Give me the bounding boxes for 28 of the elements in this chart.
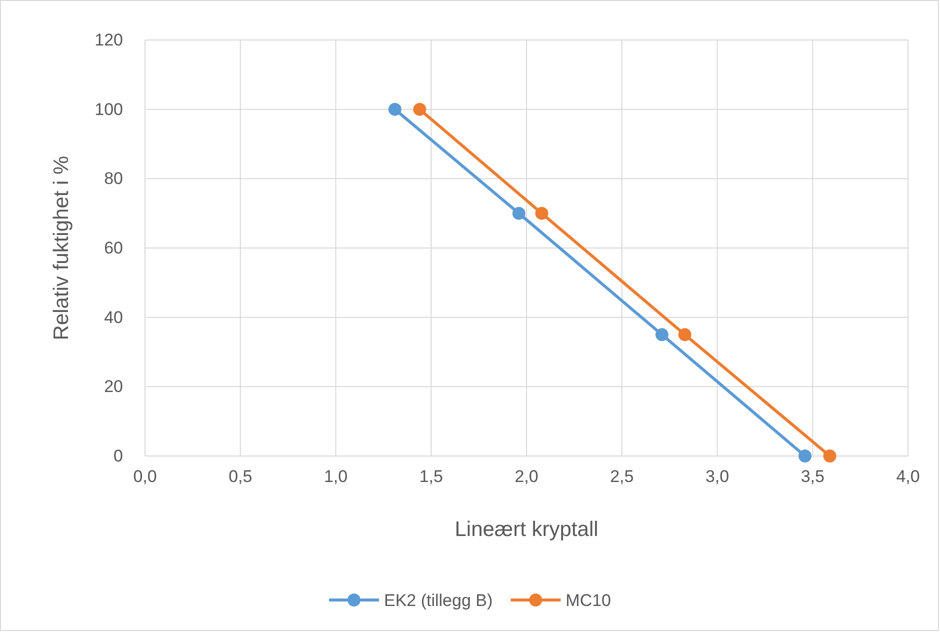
y-tick-label: 20: [104, 377, 123, 396]
x-tick-label: 4,0: [896, 467, 920, 486]
x-tick-label: 0,5: [228, 467, 252, 486]
x-tick-label: 3,5: [800, 467, 824, 486]
y-tick-label: 40: [104, 308, 123, 327]
y-tick-label: 100: [94, 100, 123, 119]
point: [512, 206, 526, 220]
x-tick-label: 2,0: [514, 467, 538, 486]
x-tick-label: 1,5: [419, 467, 443, 486]
y-tick-label: 0: [114, 446, 123, 466]
legend-label: EK2 (tillegg B): [384, 591, 493, 610]
x-tick-label: 2,5: [610, 467, 634, 486]
y-tick-label: 60: [104, 238, 123, 258]
x-tick-label: 0,0: [133, 467, 157, 486]
y-axis-title: Relativ fuktighet i %: [50, 156, 73, 340]
x-tick-label: 3,0: [705, 467, 730, 486]
point: [413, 102, 426, 116]
legend-label: MC10: [566, 591, 612, 610]
x-tick-label: 1,0: [324, 467, 348, 486]
point: [388, 102, 402, 116]
x-axis-title: Lineært kryptall: [454, 518, 598, 541]
point: [678, 328, 692, 342]
point: [823, 450, 836, 462]
y-tick-label: 120: [94, 30, 123, 50]
point: [535, 206, 548, 220]
y-tick-label: 80: [104, 169, 123, 188]
point: [798, 450, 812, 462]
point: [655, 328, 668, 342]
